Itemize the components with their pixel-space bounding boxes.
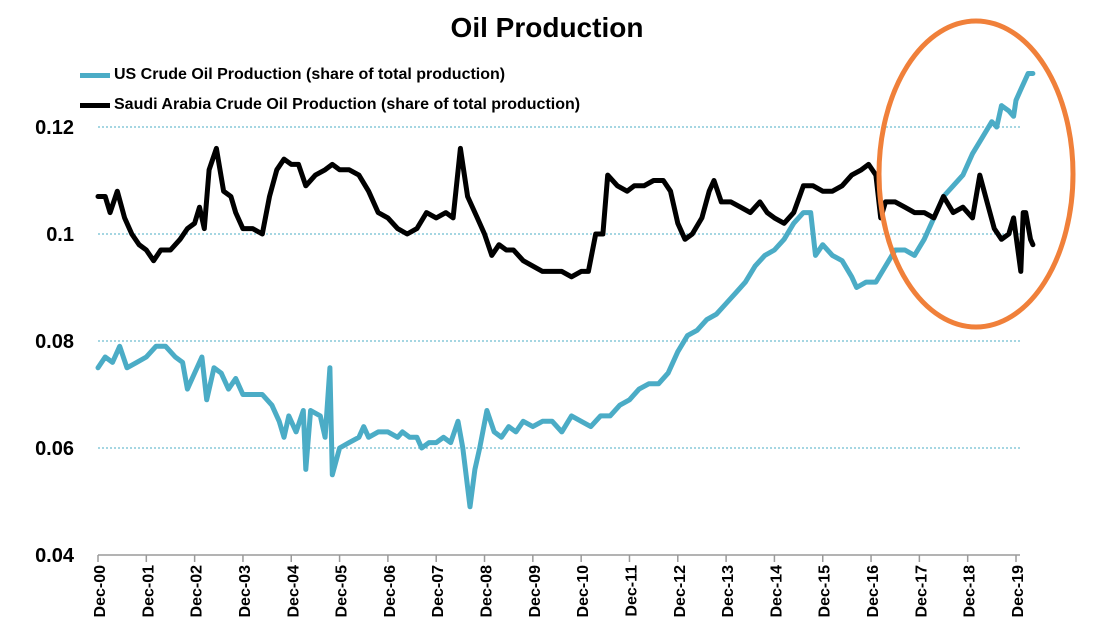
legend-label-saudi: Saudi Arabia Crude Oil Production (share… [114, 96, 581, 113]
x-tick-label: Dec-06 [382, 565, 399, 618]
y-tick-label: 0.12 [35, 117, 74, 139]
x-tick-label: Dec-03 [237, 565, 254, 618]
chart-title: Oil Production [450, 12, 644, 43]
x-tick-label: Dec-01 [140, 565, 157, 618]
x-tick-label: Dec-04 [285, 565, 302, 618]
x-tick-label: Dec-11 [623, 565, 640, 617]
legend-swatch-us [80, 72, 110, 78]
y-tick-label: 0.06 [35, 438, 74, 460]
series-line-us [95, 71, 1036, 510]
x-tick-label: Dec-15 [817, 565, 834, 618]
y-tick-label: 0.1 [46, 224, 74, 246]
x-tick-label: Dec-19 [1010, 565, 1027, 618]
x-tick-label: Dec-07 [430, 565, 447, 618]
legend-swatch-saudi [80, 102, 110, 108]
legend-label-us: US Crude Oil Production (share of total … [114, 66, 506, 83]
x-tick-label: Dec-16 [865, 565, 882, 618]
x-tick-label: Dec-13 [720, 565, 737, 618]
highlight-ellipse [876, 18, 1076, 330]
y-tick-label: 0.08 [35, 331, 74, 353]
x-tick-label: Dec-14 [768, 565, 785, 618]
x-tick-label: Dec-17 [913, 565, 930, 618]
x-tick-label: Dec-08 [479, 565, 496, 618]
x-tick-label: Dec-02 [189, 565, 206, 618]
y-tick-label: 0.04 [35, 545, 75, 567]
x-tick-label: Dec-00 [92, 565, 109, 618]
legend: US Crude Oil Production (share of total … [80, 60, 580, 120]
legend-item-saudi: Saudi Arabia Crude Oil Production (share… [80, 90, 580, 120]
x-tick-label: Dec-05 [334, 565, 351, 618]
series-line-saudi [95, 145, 1036, 280]
x-tick-label: Dec-12 [672, 565, 689, 618]
x-tick-label: Dec-10 [575, 565, 592, 618]
x-tick-label: Dec-09 [527, 565, 544, 618]
legend-item-us: US Crude Oil Production (share of total … [80, 60, 580, 90]
x-tick-label: Dec-18 [962, 565, 979, 618]
